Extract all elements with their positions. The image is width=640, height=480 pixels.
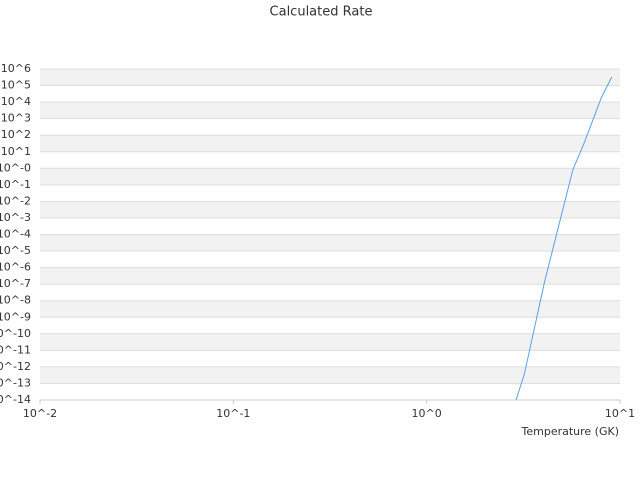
y-tick-label: 10^1 <box>1 145 31 158</box>
grid-band <box>40 201 620 218</box>
x-tick-label: 10^0 <box>412 407 442 420</box>
x-tick-label: 10^1 <box>605 407 635 420</box>
y-tick-label: 10^-7 <box>0 277 31 290</box>
y-tick-label: 10^6 <box>1 62 31 75</box>
y-tick-label: 10^-9 <box>0 310 31 323</box>
data-line <box>515 76 613 401</box>
x-tick-label: 10^-2 <box>23 407 57 420</box>
x-axis-label: Temperature (GK) <box>521 425 620 438</box>
y-tick-label: 10^-12 <box>0 360 31 373</box>
y-tick-label: 10^-8 <box>0 294 31 307</box>
grid-band <box>40 366 620 384</box>
y-tick-label: 10^-4 <box>0 228 31 241</box>
y-tick-label: 10^-5 <box>0 244 31 257</box>
y-tick-label: 10^-10 <box>0 327 31 340</box>
grid-band <box>40 69 620 86</box>
y-tick-label: 10^5 <box>1 79 31 92</box>
grid-band <box>40 234 620 252</box>
y-tick-label: 10^4 <box>1 95 31 108</box>
y-tick-label: 10^-11 <box>0 343 31 356</box>
y-tick-label: 10^2 <box>1 128 31 141</box>
y-tick-label: 10^-13 <box>0 376 31 389</box>
y-tick-label: 10^-0 <box>0 161 31 174</box>
y-tick-label: 10^-14 <box>0 393 31 406</box>
y-tick-label: 10^-1 <box>0 178 31 191</box>
y-tick-label: 10^-3 <box>0 211 31 224</box>
grid-band <box>40 135 620 152</box>
x-tick-label: 10^-1 <box>216 407 250 420</box>
grid-band <box>40 267 620 285</box>
grid-band <box>40 102 620 119</box>
y-tick-label: 10^-6 <box>0 261 31 274</box>
grid-band <box>40 300 620 318</box>
y-tick-label: 10^-2 <box>0 194 31 207</box>
y-tick-label: 10^3 <box>1 112 31 125</box>
grid-band <box>40 168 620 185</box>
grid-band <box>40 333 620 351</box>
chart-title: Calculated Rate <box>270 5 373 20</box>
